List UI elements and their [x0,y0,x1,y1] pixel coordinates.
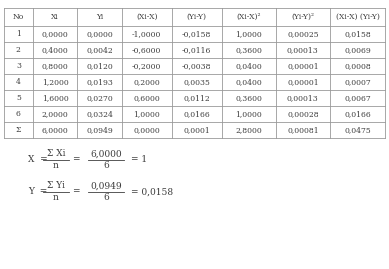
Text: 2,0000: 2,0000 [42,110,68,118]
Text: 0,0193: 0,0193 [86,78,113,86]
Text: 1,0000: 1,0000 [235,110,262,118]
Text: 0,0000: 0,0000 [133,126,160,134]
Text: Σ Yi: Σ Yi [47,182,65,190]
Text: 0,0949: 0,0949 [90,182,122,190]
Text: 0,0158: 0,0158 [344,30,371,38]
Text: 2,8000: 2,8000 [235,126,262,134]
Text: -0,0038: -0,0038 [182,62,211,70]
Text: =: = [72,187,80,196]
Text: 0,0035: 0,0035 [183,78,210,86]
Text: No: No [13,13,24,21]
Text: 0,0324: 0,0324 [86,110,113,118]
Text: 0,0166: 0,0166 [344,110,371,118]
Text: n: n [53,193,59,203]
Text: -0,0158: -0,0158 [182,30,211,38]
Text: 0,3600: 0,3600 [235,46,262,54]
Text: (Yi-Y)²: (Yi-Y)² [291,13,314,21]
Text: 6,0000: 6,0000 [42,126,68,134]
Text: 0,00013: 0,00013 [287,94,319,102]
Text: 0,00013: 0,00013 [287,46,319,54]
Text: (Xi-X) (Yi-Y): (Xi-X) (Yi-Y) [336,13,379,21]
Text: 0,0270: 0,0270 [86,94,113,102]
Text: 0,0007: 0,0007 [344,78,371,86]
Text: 6,0000: 6,0000 [90,150,122,158]
Text: 0,0112: 0,0112 [183,94,210,102]
Text: 0,3600: 0,3600 [235,94,262,102]
Text: 0,0400: 0,0400 [235,62,262,70]
Text: (Xi-X)²: (Xi-X)² [237,13,261,21]
Text: 6: 6 [103,161,109,171]
Text: 0,0949: 0,0949 [86,126,113,134]
Text: Yi: Yi [96,13,103,21]
Text: n: n [53,161,59,171]
Text: 0,0069: 0,0069 [344,46,371,54]
Text: 0,00081: 0,00081 [287,126,319,134]
Text: -0,2000: -0,2000 [132,62,161,70]
Text: -1,0000: -1,0000 [132,30,161,38]
Text: 0,00001: 0,00001 [287,78,319,86]
Text: 0,0008: 0,0008 [344,62,371,70]
Text: Y  =: Y = [28,187,47,196]
Text: 0,0000: 0,0000 [42,30,68,38]
Text: 1,2000: 1,2000 [42,78,68,86]
Text: 0,0042: 0,0042 [86,46,113,54]
Text: 0,0001: 0,0001 [183,126,210,134]
Text: X  =: X = [28,155,47,165]
Text: = 0,0158: = 0,0158 [131,187,173,196]
Text: -0,6000: -0,6000 [132,46,161,54]
Text: Σ Xi: Σ Xi [47,150,65,158]
Text: -0,0116: -0,0116 [182,46,211,54]
Text: (Yi-Y): (Yi-Y) [187,13,207,21]
Text: 0,0067: 0,0067 [344,94,371,102]
Text: 5: 5 [16,94,21,102]
Text: 0,00001: 0,00001 [287,62,319,70]
Text: (Xi-X): (Xi-X) [136,13,158,21]
Text: 6: 6 [16,110,21,118]
Text: 1,6000: 1,6000 [42,94,68,102]
Text: 0,2000: 0,2000 [133,78,160,86]
Text: 2: 2 [16,46,21,54]
Text: =: = [72,155,80,165]
Text: 3: 3 [16,62,21,70]
Text: 0,6000: 0,6000 [133,94,160,102]
Text: 1,0000: 1,0000 [235,30,262,38]
Text: 0,0400: 0,0400 [235,78,262,86]
Text: 0,00028: 0,00028 [287,110,319,118]
Text: 0,8000: 0,8000 [42,62,68,70]
Text: 0,00025: 0,00025 [287,30,319,38]
Text: Σ: Σ [16,126,21,134]
Text: 0,0000: 0,0000 [86,30,113,38]
Text: Xi: Xi [51,13,59,21]
Text: 0,0166: 0,0166 [183,110,210,118]
Text: = 1: = 1 [131,155,147,165]
Text: 0,4000: 0,4000 [42,46,68,54]
Text: 0,0120: 0,0120 [86,62,113,70]
Text: 6: 6 [103,193,109,203]
Text: 0,0475: 0,0475 [344,126,371,134]
Text: 1: 1 [16,30,21,38]
Text: 1,0000: 1,0000 [133,110,160,118]
Text: 4: 4 [16,78,21,86]
